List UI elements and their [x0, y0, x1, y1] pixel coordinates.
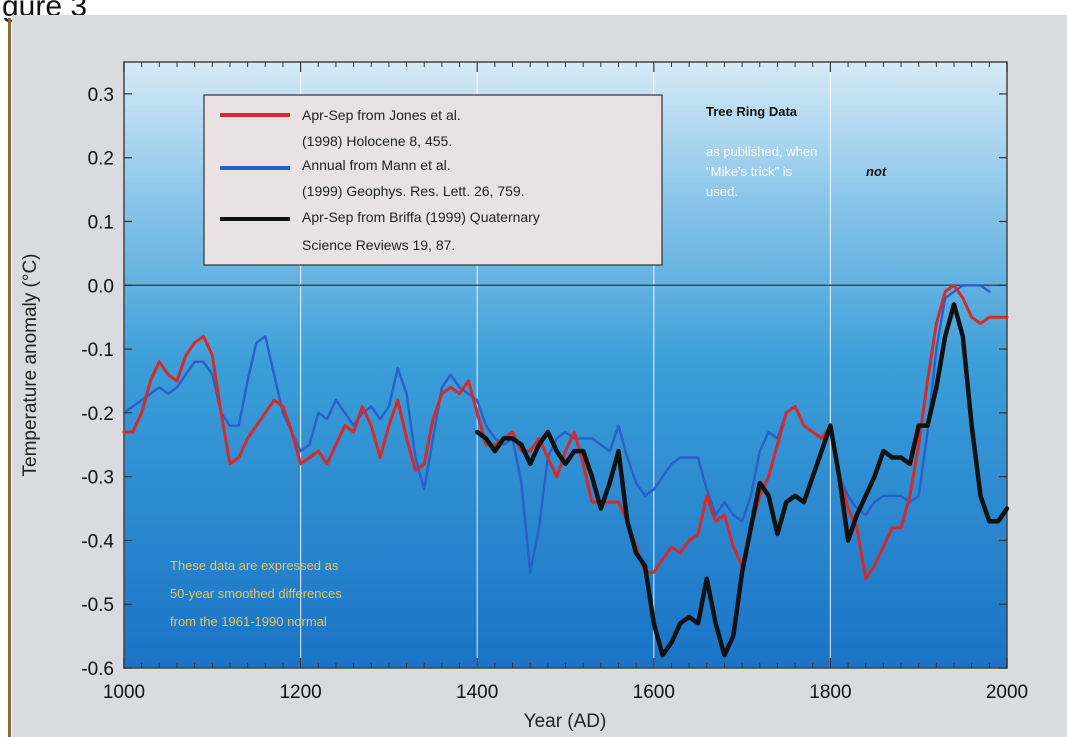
x-axis-title: Year (AD) — [524, 711, 607, 732]
series-line-1 — [122, 284, 991, 574]
legend: Apr-Sep from Jones et al. (1998) Holocen… — [203, 94, 663, 266]
y-tick-label: 0.0 — [88, 276, 114, 297]
smoothing-note-line2: 50-year smoothed differences — [170, 586, 342, 601]
y-tick-label: -0.3 — [81, 468, 114, 489]
y-tick-label: -0.2 — [81, 404, 114, 425]
tree-ring-line2: "Mike's trick" is — [706, 164, 793, 179]
tick-layer: 0.3 0.2 0.1 0.0 -0.1 -0.2 -0.3 -0.4 -0.5 -0.61000… — [81, 62, 1028, 703]
smoothing-note-line3: from the 1961-1990 normal — [170, 614, 327, 629]
x-tick-label: 1800 — [809, 682, 851, 703]
legend-briffa-line2: Science Reviews 19, 87. — [302, 237, 455, 253]
y-tick-label: -0.5 — [81, 595, 114, 616]
legend-briffa-line1: Apr-Sep from Briffa (1999) Quaternary — [302, 209, 540, 225]
smoothing-note: These data are expressed as 50-year smoo… — [170, 558, 342, 629]
tree-ring-annotation: Tree Ring Data as published, when "Mike'… — [706, 104, 887, 199]
x-tick-label: 2000 — [986, 682, 1028, 703]
y-tick-label: 0.1 — [88, 212, 114, 233]
x-tick-label: 1600 — [633, 682, 675, 703]
y-tick-label: -0.6 — [81, 659, 114, 680]
smoothing-note-line1: These data are expressed as — [170, 558, 339, 573]
left-border-rule — [8, 18, 11, 737]
legend-jones-line1: Apr-Sep from Jones et al. — [302, 107, 461, 123]
series-line-0 — [122, 283, 1009, 581]
legend-mann-line1: Annual from Mann et al. — [302, 157, 451, 173]
y-tick-label: -0.1 — [81, 340, 114, 361]
legend-jones-line2: (1998) Holocene 8, 455. — [302, 133, 452, 149]
y-tick-label: 0.2 — [88, 149, 114, 170]
y-axis-title: Temperature anomaly (°C) — [20, 253, 41, 476]
y-tick-label: 0.3 — [88, 85, 114, 106]
tree-ring-line3: used. — [706, 184, 738, 199]
y-tick-label: -0.4 — [81, 531, 114, 552]
legend-mann-line2: (1999) Geophys. Res. Lett. 26, 759. — [302, 183, 525, 199]
series-layer — [122, 283, 1010, 658]
x-tick-label: 1000 — [103, 682, 145, 703]
tree-ring-emphasis: not — [866, 164, 887, 179]
tree-ring-line1: as published, when — [706, 144, 817, 159]
x-tick-label: 1400 — [456, 682, 498, 703]
legend-box — [203, 94, 663, 266]
x-tick-label: 1200 — [279, 682, 321, 703]
series-line-2 — [474, 302, 1010, 658]
tree-ring-title: Tree Ring Data — [706, 104, 798, 119]
